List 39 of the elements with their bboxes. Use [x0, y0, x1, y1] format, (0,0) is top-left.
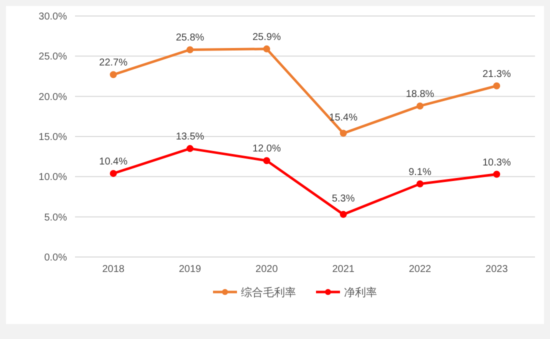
y-tick-label: 0.0%: [44, 252, 68, 264]
point: [493, 82, 500, 90]
legend-label: 综合毛利率: [241, 286, 296, 299]
point: [186, 46, 194, 54]
x-tick-label: 2020: [256, 264, 278, 275]
data-label: 9.1%: [408, 166, 432, 178]
y-tick-label: 25.0%: [38, 52, 68, 63]
point: [186, 145, 194, 152]
x-tick-label: 2018: [102, 264, 125, 275]
data-label: 18.8%: [406, 88, 434, 100]
x-tick-label: 2019: [178, 264, 202, 275]
y-tick-label: 20.0%: [38, 92, 68, 103]
point: [263, 45, 270, 52]
point: [340, 130, 347, 137]
legend-label: 净利率: [344, 286, 377, 299]
point: [263, 157, 270, 164]
data-label: 13.5%: [176, 132, 204, 143]
x-tick-label: 2021: [332, 264, 355, 275]
data-label: 10.4%: [99, 156, 128, 168]
data-label: 21.3%: [482, 68, 511, 80]
point: [340, 210, 347, 218]
data-label: 25.8%: [176, 32, 204, 44]
data-label: 12.0%: [252, 144, 281, 155]
data-label: 5.3%: [332, 193, 355, 204]
point: [110, 170, 117, 177]
x-tick-label: 2022: [408, 264, 432, 275]
y-tick-label: 15.0%: [38, 132, 68, 143]
data-label: 15.4%: [329, 112, 358, 124]
data-label: 22.7%: [99, 58, 128, 69]
x-tick-label: 2023: [486, 264, 508, 275]
data-label: 10.3%: [482, 157, 511, 168]
point: [110, 71, 117, 78]
point: [493, 170, 500, 178]
point: [416, 102, 424, 110]
data-label: 25.9%: [252, 32, 281, 43]
y-tick-label: 5.0%: [44, 212, 68, 224]
y-tick-label: 10.0%: [38, 172, 68, 184]
point: [416, 180, 424, 188]
y-tick-label: 30.0%: [38, 12, 68, 22]
